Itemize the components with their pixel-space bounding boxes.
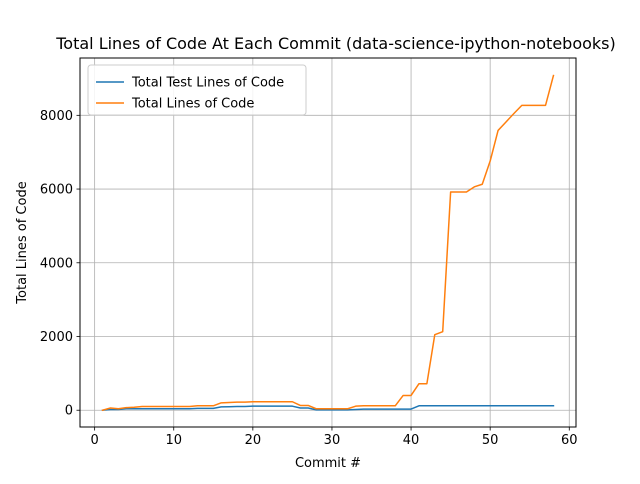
y-tick-label: 4000 <box>40 256 73 271</box>
series-line-0 <box>101 405 555 412</box>
chart-title: Total Lines of Code At Each Commit (data… <box>55 34 616 53</box>
y-tick-label: 2000 <box>40 330 73 345</box>
x-axis-label: Commit # <box>295 456 361 471</box>
plot-frame <box>79 57 577 428</box>
series-line-1 <box>101 74 555 412</box>
axis-ticks: 0 10 20 30 40 50 60 0 2000 4000 6000 8000 <box>40 109 578 448</box>
x-tick-label: 50 <box>482 433 499 448</box>
series-lines <box>101 74 555 412</box>
x-tick-label: 20 <box>245 433 262 448</box>
y-tick-label: 0 <box>65 404 73 419</box>
x-tick-label: 0 <box>90 433 98 448</box>
x-tick-label: 30 <box>324 433 341 448</box>
legend-box <box>87 64 307 116</box>
y-tick-label: 6000 <box>40 183 73 198</box>
legend-label-0: Total Test Lines of Code <box>131 76 284 91</box>
y-axis-label: Total Lines of Code <box>15 181 30 304</box>
x-tick-label: 10 <box>165 433 182 448</box>
x-tick-label: 40 <box>403 433 420 448</box>
legend: Total Test Lines of Code Total Lines of C… <box>87 64 307 116</box>
y-tick-label: 8000 <box>40 109 73 124</box>
legend-label-1: Total Lines of Code <box>131 97 254 112</box>
x-tick-label: 60 <box>561 433 578 448</box>
grid <box>80 58 576 427</box>
